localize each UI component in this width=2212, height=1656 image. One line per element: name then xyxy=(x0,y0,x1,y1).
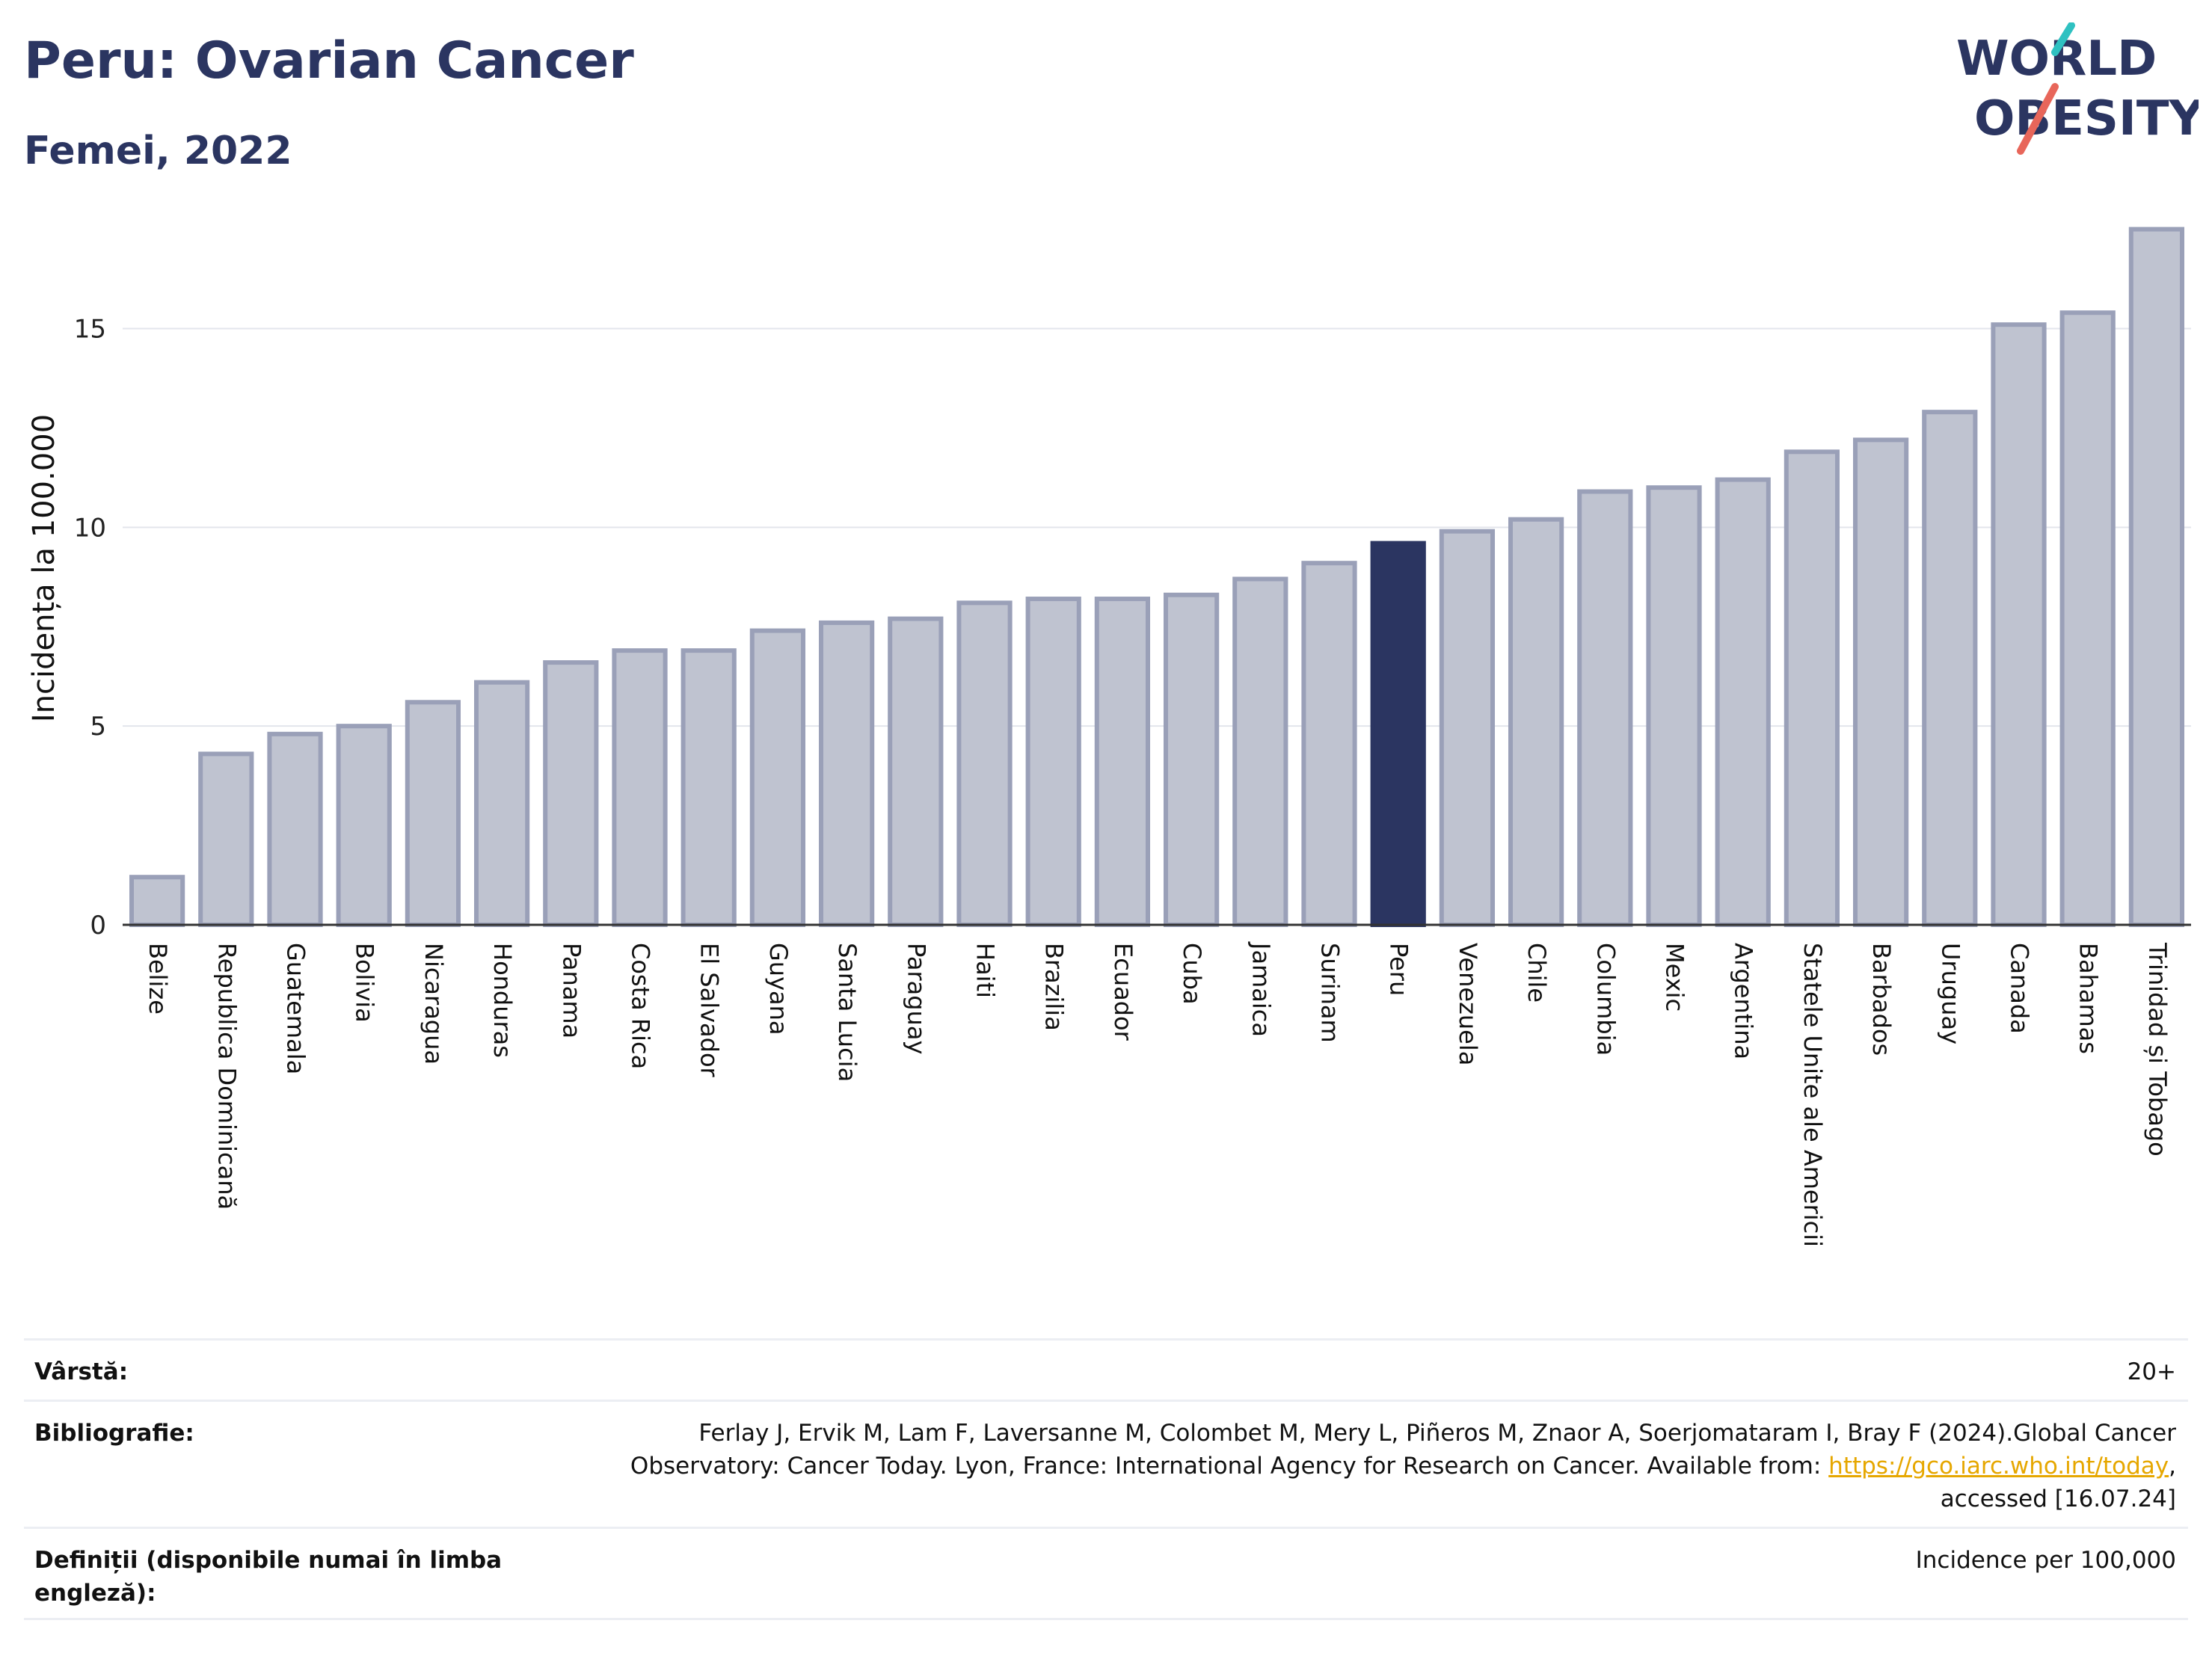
x-tick-label: Honduras xyxy=(488,943,517,1058)
bar xyxy=(1508,517,1564,927)
bar xyxy=(1439,529,1496,927)
bar xyxy=(1784,449,1840,927)
bar xyxy=(267,731,323,927)
x-tick-label: Paraguay xyxy=(902,943,930,1054)
bibliography-line1: Ferlay J, Ervik M, Lam F, Laversanne M, … xyxy=(698,1420,2176,1447)
bar xyxy=(129,875,185,927)
bibliography-text: Ferlay J, Ervik M, Lam F, Laversanne M, … xyxy=(568,1417,2176,1515)
x-tick-label: El Salvador xyxy=(695,943,724,1078)
bibliography-label: Bibliografie: xyxy=(34,1420,194,1447)
bars xyxy=(129,227,2185,928)
x-tick-label: Canada xyxy=(2006,943,2034,1034)
bar xyxy=(198,751,254,928)
bar xyxy=(749,628,806,927)
bar xyxy=(1852,437,1909,927)
x-tick-label: Haiti xyxy=(971,943,1000,998)
bar xyxy=(543,660,599,927)
x-tick-label: Guatemala xyxy=(282,943,310,1074)
bibliography-link[interactable]: https://gco.iarc.who.int/today xyxy=(1828,1453,2169,1480)
x-tick-label: Brazilia xyxy=(1040,943,1069,1031)
world-obesity-logo: WORLD OBESITY xyxy=(1956,22,2199,155)
bibliography-comma: , xyxy=(2169,1453,2176,1480)
page-title: Peru: Ovarian Cancer xyxy=(24,31,634,90)
bar xyxy=(1577,489,1633,927)
bar xyxy=(1094,597,1151,927)
bar xyxy=(1301,561,1357,928)
x-tick-label: Bahamas xyxy=(2074,943,2103,1054)
bar xyxy=(1715,477,1771,927)
x-tick-label: Nicaragua xyxy=(420,943,448,1065)
age-label: Vârstă: xyxy=(34,1358,129,1385)
bar xyxy=(1922,410,1978,927)
x-tick-label: Uruguay xyxy=(1936,943,1964,1044)
x-tick-label: Trinidad și Tobago xyxy=(2143,942,2172,1157)
age-value: 20+ xyxy=(2127,1358,2176,1385)
x-tick-label: Cuba xyxy=(1178,943,1206,1005)
x-tick-label: Jamaica xyxy=(1247,941,1275,1037)
definitions-label: Definiții (disponibile numai în limba en… xyxy=(34,1547,503,1607)
x-tick-label: Republica Dominicană xyxy=(212,943,241,1210)
bar xyxy=(888,616,944,927)
bar xyxy=(1646,485,1702,927)
bar xyxy=(818,620,875,928)
x-tick-label: Guyana xyxy=(764,943,793,1035)
x-tick-label: Peru xyxy=(1385,943,1413,996)
bar xyxy=(1232,576,1288,927)
x-tick-label: Argentina xyxy=(1730,943,1758,1059)
bibliography-accessed: accessed [16.07.24] xyxy=(1940,1486,2176,1512)
definitions-row: Definiții (disponibile numai în limba en… xyxy=(24,1527,2188,1620)
x-tick-label: Statele Unite ale Americii xyxy=(1798,943,1827,1247)
category-labels: Belize Republica Dominicană Guatemala Boliv… xyxy=(144,941,2172,1247)
grid-lines: 0 5 10 15 xyxy=(74,315,2191,941)
x-tick-label: Mexic xyxy=(1661,943,1689,1012)
bar xyxy=(2128,227,2185,928)
x-tick-label: Belize xyxy=(144,943,172,1015)
bar xyxy=(612,648,668,928)
definitions-value: Incidence per 100,000 xyxy=(1915,1547,2176,1574)
x-tick-label: Panama xyxy=(557,943,586,1038)
bar xyxy=(336,724,392,928)
x-tick-label: Venezuela xyxy=(1454,943,1482,1065)
y-tick-label: 5 xyxy=(90,712,106,742)
logo-slash-accent xyxy=(2051,22,2075,56)
logo-line2: OBESITY xyxy=(1974,91,2199,147)
age-row: Vârstă: 20+ xyxy=(24,1338,2188,1402)
bar xyxy=(405,700,461,927)
bar xyxy=(1991,322,2047,927)
bar-chart: 0 5 10 15 Belize Republica Dominicană Guatema… xyxy=(27,227,2191,1247)
y-axis-title: Incidența la 100.000 xyxy=(27,414,61,722)
bar xyxy=(1163,592,1220,927)
x-tick-label: Santa Lucia xyxy=(833,943,861,1082)
bar xyxy=(473,680,530,928)
x-tick-label: Bolivia xyxy=(351,943,379,1023)
y-tick-label: 10 xyxy=(74,513,106,543)
x-tick-label: Costa Rica xyxy=(627,943,655,1069)
bar xyxy=(956,600,1013,927)
logo-line1: WORLD xyxy=(1956,31,2157,87)
x-tick-label: Chile xyxy=(1523,943,1551,1003)
bibliography-line2: Observatory: Cancer Today. Lyon, France:… xyxy=(630,1453,1829,1480)
x-tick-label: Ecuador xyxy=(1109,943,1137,1041)
bar xyxy=(681,648,737,928)
page-subtitle: Femei, 2022 xyxy=(24,129,292,173)
y-tick-label: 15 xyxy=(74,315,106,345)
logo-slash-accent xyxy=(2017,83,2059,155)
bar-highlight xyxy=(1370,541,1426,927)
bottom-divider xyxy=(24,1618,2188,1620)
x-tick-label: Barbados xyxy=(1867,943,1896,1056)
bar xyxy=(1025,597,1081,927)
x-tick-label: Surinam xyxy=(1316,943,1345,1043)
bibliography-row: Bibliografie: Ferlay J, Ervik M, Lam F, … xyxy=(24,1400,2188,1529)
y-tick-label: 0 xyxy=(90,911,106,941)
x-tick-label: Columbia xyxy=(1591,943,1620,1056)
bar xyxy=(2059,310,2116,927)
